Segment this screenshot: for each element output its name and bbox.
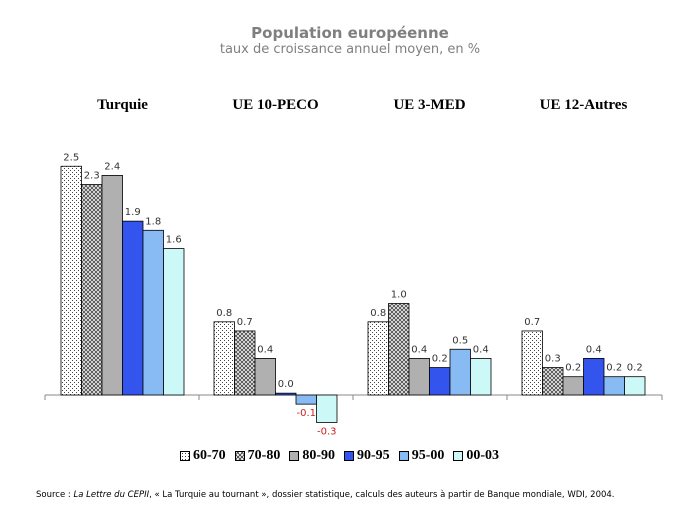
bar-70-80 [542,367,564,396]
data-label: 0.4 [257,344,273,355]
source-rest: , « La Turquie au tournant », dossier st… [149,490,615,500]
bar-00-03 [163,248,185,396]
legend-item: 00-03 [453,448,499,464]
bar-95-00 [295,394,317,405]
data-label: 0.2 [606,363,622,374]
data-label: 1.0 [391,290,407,301]
data-label: 0.2 [627,363,643,374]
data-label: -0.1 [296,408,316,419]
bar-70-80 [234,330,256,396]
data-label: 1.9 [125,207,141,218]
data-label: 1.6 [166,235,182,246]
bar-95-00 [449,348,471,396]
legend-label: 60-70 [193,448,226,463]
chart-title: Population européenne [251,24,449,42]
legend-label: 70-80 [247,448,281,463]
chart-legend: 60-70 70-80 80-90 90-95 95-00 00-03 [180,448,499,464]
category-label: Turquie [97,97,148,113]
bar-90-95 [583,357,605,396]
bar-00-03 [470,357,492,396]
data-label: 2.4 [104,161,120,172]
data-label: 2.3 [84,171,100,182]
legend-item: 95-00 [398,448,445,464]
category-label: UE 10-PECO [232,97,318,113]
bar-70-80 [81,184,103,396]
data-label: 0.4 [586,344,602,355]
bar-chart: 2.5 2.3 2.4 1.9 1.8 1.6 0.8 0.7 0.4 0.0 -0.1-0.3 0.… [44,97,663,437]
bar-90-95 [122,220,144,396]
data-label: 0.8 [370,308,386,319]
bar-90-95 [275,392,297,396]
legend-item: 60-70 [180,448,226,464]
bar-80-90 [408,357,430,396]
legend-swatch [289,451,300,461]
bar-60-70 [60,165,82,396]
legend-item: 90-95 [344,448,390,464]
legend-swatch [180,451,190,461]
bar-60-70 [521,330,543,396]
data-label: 0.0 [278,379,294,390]
source-note: Source : La Lettre du CEPII, « La Turqui… [36,490,615,500]
legend-swatch [234,451,245,461]
data-label: 0.5 [452,335,468,346]
bar-00-03 [316,394,338,423]
data-label: 1.8 [145,216,161,227]
legend-label: 00-03 [466,448,500,463]
bar-70-80 [388,303,410,396]
legend-swatch [344,451,355,461]
bar-95-00 [603,376,625,396]
bar-60-70 [213,321,235,396]
bar-60-70 [367,321,389,396]
legend-label: 90-95 [357,448,390,463]
category-label: UE 12-Autres [540,97,628,113]
bar-90-95 [429,367,451,396]
data-label: 0.7 [524,317,540,328]
source-publication: La Lettre du CEPII [73,490,150,500]
bar-80-90 [254,357,276,396]
data-label: -0.3 [317,426,337,437]
legend-item: 80-90 [289,448,335,464]
bar-80-90 [562,376,584,396]
data-label: 0.7 [237,317,253,328]
category-label: UE 3-MED [393,97,465,113]
bar-00-03 [624,376,646,396]
legend-item: 70-80 [234,448,281,464]
bar-95-00 [142,229,164,396]
data-label: 0.2 [565,363,581,374]
legend-swatch [398,451,409,461]
data-label: 0.4 [411,344,427,355]
data-label: 0.4 [473,344,489,355]
legend-label: 95-00 [411,448,445,463]
data-label: 0.2 [432,354,448,365]
source-prefix: Source : [36,490,74,500]
data-label: 2.5 [63,152,79,163]
chart-subtitle: taux de croissance annuel moyen, en % [219,42,481,57]
data-label: 0.3 [545,354,561,365]
legend-label: 80-90 [302,448,336,463]
bar-80-90 [101,174,123,396]
legend-swatch [453,451,464,461]
data-label: 0.8 [216,308,232,319]
